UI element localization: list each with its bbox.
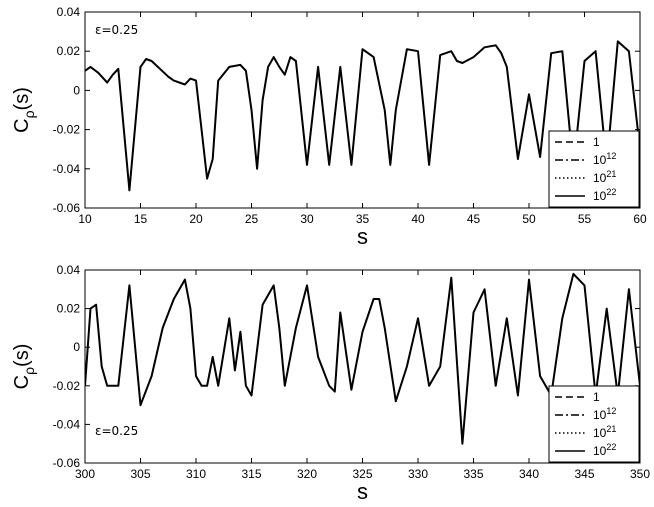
- series-line-1: [85, 40, 640, 192]
- legend-label-exponent: 21: [606, 424, 616, 434]
- x-tick-label: 305: [130, 467, 150, 481]
- legend-label-base: 10: [593, 189, 607, 203]
- y-tick-label: -0.06: [53, 456, 81, 470]
- x-tick-label: 60: [633, 212, 647, 226]
- x-tick-label: 350: [630, 467, 650, 481]
- legend-box: [548, 385, 640, 463]
- x-tick-label: 325: [352, 467, 372, 481]
- y-axis-label: Cρ(s): [11, 344, 37, 390]
- y-axis-label-suffix: (s): [11, 344, 33, 367]
- legend-label: 1022: [593, 442, 616, 458]
- y-tick-label: 0.04: [57, 5, 81, 19]
- x-tick-label: 345: [574, 467, 594, 481]
- x-tick-label: 45: [467, 212, 481, 226]
- legend-label-exponent: 22: [606, 442, 616, 452]
- y-tick-label: 0.04: [57, 263, 81, 277]
- legend-label-base: 10: [593, 408, 607, 422]
- x-tick-label: 40: [411, 212, 425, 226]
- y-tick-label: -0.04: [53, 417, 81, 431]
- y-tick-label: 0.02: [57, 302, 81, 316]
- x-tick-label: 55: [578, 212, 592, 226]
- x-tick-label: 315: [241, 467, 261, 481]
- series-line-1: [85, 272, 640, 445]
- legend-label-base: 10: [593, 426, 607, 440]
- x-tick-label: 10: [78, 212, 92, 226]
- x-tick-label: 335: [463, 467, 483, 481]
- x-tick-label: 320: [297, 467, 317, 481]
- legend-label: 1012: [593, 151, 616, 167]
- y-axis-label-sub: ρ: [21, 367, 37, 375]
- x-tick-label: 35: [356, 212, 370, 226]
- x-tick-label: 300: [75, 467, 95, 481]
- legend-label-base: 1: [593, 390, 600, 404]
- x-tick-label: 25: [245, 212, 259, 226]
- legend-label-exponent: 12: [606, 151, 616, 161]
- y-axis-label: Cρ(s): [11, 87, 37, 133]
- legend-box: [548, 130, 640, 208]
- legend-label: 1: [593, 390, 600, 404]
- legend-label-exponent: 22: [606, 187, 616, 197]
- y-tick-label: -0.04: [53, 162, 81, 176]
- y-tick-label: 0.02: [57, 44, 81, 58]
- x-tick-label: 310: [186, 467, 206, 481]
- legend-label: 1012: [593, 406, 616, 422]
- chart-panel-2: 300 305 310 315 320 325 330 335 340 345 350 0.04 0.0…: [11, 263, 650, 504]
- y-axis-label-main: C: [11, 375, 33, 389]
- legend-label: 1: [593, 135, 600, 149]
- y-axis-label-suffix: (s): [11, 87, 33, 110]
- legend-label-base: 10: [593, 171, 607, 185]
- x-tick-label: 20: [189, 212, 203, 226]
- x-axis-label: s: [357, 479, 368, 504]
- legend-label: 1021: [593, 169, 616, 185]
- legend-label-base: 1: [593, 135, 600, 149]
- legend-label: 1022: [593, 187, 616, 203]
- y-axis-label-sub: ρ: [21, 110, 37, 118]
- y-axis-label-main: C: [11, 118, 33, 132]
- legend-label-base: 10: [593, 153, 607, 167]
- x-axis-label: s: [357, 224, 368, 249]
- x-tick-label: 30: [300, 212, 314, 226]
- y-tick-label: 0: [73, 83, 80, 97]
- x-tick-label: 330: [408, 467, 428, 481]
- x-tick-label: 50: [522, 212, 536, 226]
- x-tick-label: 15: [134, 212, 148, 226]
- legend-label-exponent: 12: [606, 406, 616, 416]
- legend-label-base: 10: [593, 444, 607, 458]
- epsilon-annotation: ε=0.25: [95, 23, 138, 37]
- y-tick-label: -0.02: [53, 123, 81, 137]
- epsilon-annotation: ε=0.25: [95, 424, 138, 438]
- legend-label-exponent: 21: [606, 169, 616, 179]
- y-tick-label: -0.02: [53, 379, 81, 393]
- legend-label: 1021: [593, 424, 616, 440]
- x-tick-label: 340: [519, 467, 539, 481]
- chart-panel-1: 10 15 20 25 30 35 40 45 50 55 60 0.04 0.02 0 -0.02 -0.0…: [11, 5, 647, 249]
- y-tick-label: -0.06: [53, 201, 81, 215]
- y-tick-label: 0: [73, 340, 80, 354]
